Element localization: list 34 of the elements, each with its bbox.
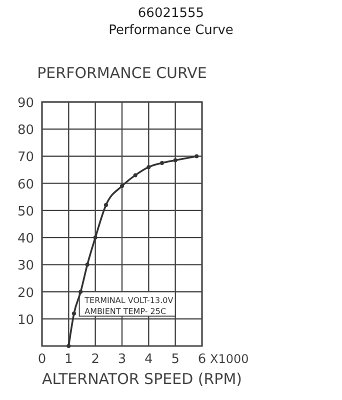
point — [146, 165, 151, 170]
y-tick-label: 70 — [17, 150, 34, 166]
y-tick-label: 50 — [17, 204, 34, 220]
chart-subtitle: PERFORMANCE CURVE — [37, 64, 207, 82]
y-tick-label: 80 — [17, 123, 34, 138]
x-tick-label: 5 — [171, 352, 180, 367]
point — [194, 154, 199, 158]
y-tick-label: 30 — [17, 258, 34, 274]
y-tick-label: 90 — [17, 96, 34, 111]
x-tick-label: 2 — [91, 352, 100, 367]
point — [72, 311, 76, 316]
text: X1000 — [210, 352, 249, 366]
point — [120, 184, 124, 188]
annotation: AMBIENT TEMP- 25C — [84, 306, 166, 316]
point — [173, 158, 178, 162]
x-tick-label: 4 — [144, 352, 153, 367]
x-tick-label: 3 — [118, 352, 126, 367]
point — [104, 203, 108, 208]
point — [133, 173, 138, 178]
y-tick-label: 10 — [17, 312, 34, 328]
point — [78, 290, 83, 294]
point — [160, 161, 164, 165]
point — [85, 262, 90, 267]
y-tick-label: 40 — [17, 232, 34, 247]
x-tick-label: 0 — [38, 352, 46, 367]
y-tick-label: 20 — [17, 286, 34, 301]
y-tick-label: 60 — [17, 177, 34, 192]
x-axis-title: ALTERNATOR SPEED (RPM) — [42, 370, 242, 388]
x-tick-label: 1 — [64, 352, 73, 367]
point — [93, 236, 98, 240]
x-tick-label: 6 — [198, 352, 206, 367]
annotation: TERMINAL VOLT-13.0V — [84, 296, 174, 305]
chart-title: 66021555 Performance Curve — [108, 6, 234, 38]
point — [66, 344, 71, 348]
